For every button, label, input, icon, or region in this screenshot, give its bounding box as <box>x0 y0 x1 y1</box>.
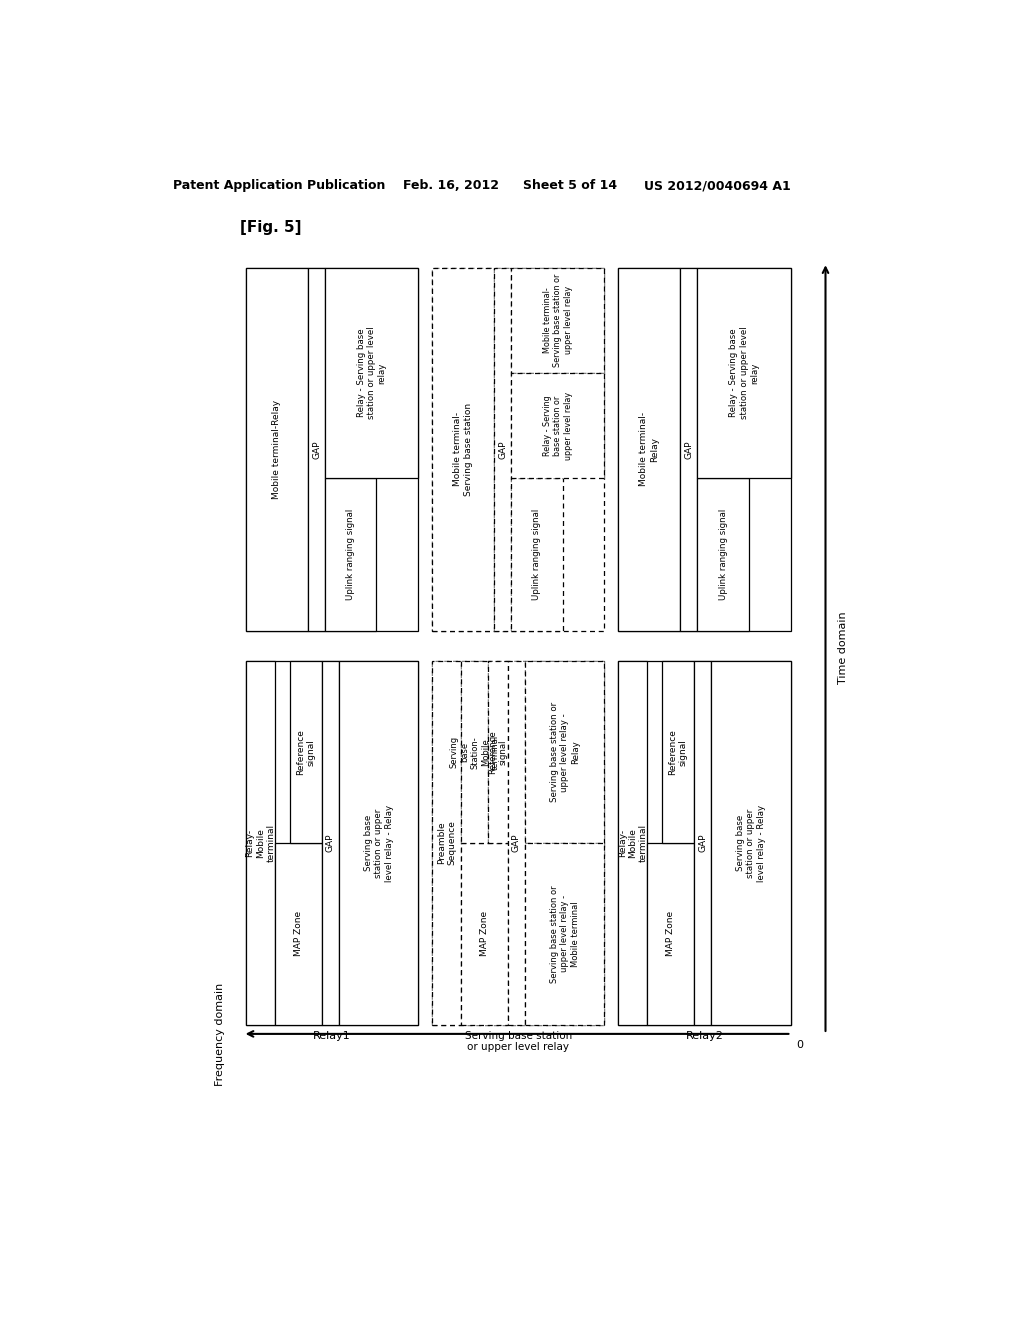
Text: Preamble
Sequence: Preamble Sequence <box>437 821 457 866</box>
Text: Uplink ranging signal: Uplink ranging signal <box>719 510 728 601</box>
Text: Uplink ranging signal: Uplink ranging signal <box>532 510 542 601</box>
Text: Reference
signal: Reference signal <box>296 729 315 775</box>
Bar <box>647 843 694 1024</box>
Text: GAP: GAP <box>512 834 521 853</box>
Text: Mobile terminal-
Serving base station or
upper level relay: Mobile terminal- Serving base station or… <box>543 273 572 367</box>
Text: Serving base
station or upper
level relay - Relay: Serving base station or upper level rela… <box>364 804 393 882</box>
Text: MAP Zone: MAP Zone <box>480 911 489 957</box>
Text: Relay-
Mobile
terminal: Relay- Mobile terminal <box>617 824 647 862</box>
Text: Serving base station or
upper level relay -
Relay: Serving base station or upper level rela… <box>550 702 580 803</box>
Text: MAP Zone: MAP Zone <box>667 911 675 957</box>
Bar <box>694 661 712 1024</box>
Text: Reference
signal: Reference signal <box>669 729 688 775</box>
Text: Sheet 5 of 14: Sheet 5 of 14 <box>523 180 617 193</box>
Text: Reference
signal: Reference signal <box>488 730 508 774</box>
Bar <box>326 268 419 478</box>
Text: Relay1: Relay1 <box>313 1031 351 1040</box>
Bar <box>461 843 508 1024</box>
Bar <box>508 661 525 1024</box>
Text: Frequency domain: Frequency domain <box>215 982 225 1085</box>
Text: Mobile terminal-Relay: Mobile terminal-Relay <box>272 400 282 499</box>
Bar <box>697 478 749 631</box>
Text: Relay-
Mobile
terminal: Relay- Mobile terminal <box>246 824 275 862</box>
Text: Uplink ranging signal: Uplink ranging signal <box>346 510 355 601</box>
Bar <box>432 268 604 631</box>
Bar <box>246 268 308 631</box>
Text: Mobile terminal-
Serving base station: Mobile terminal- Serving base station <box>454 403 473 496</box>
Bar <box>697 268 791 478</box>
Bar <box>618 268 791 631</box>
Bar <box>511 268 604 374</box>
Bar <box>246 268 419 631</box>
Text: GAP: GAP <box>326 834 335 853</box>
Bar <box>432 268 494 631</box>
Bar <box>511 478 562 631</box>
Text: Patent Application Publication: Patent Application Publication <box>173 180 385 193</box>
Bar <box>275 843 322 1024</box>
Text: Relay2: Relay2 <box>685 1031 723 1040</box>
Bar <box>308 268 326 631</box>
Bar <box>618 268 680 631</box>
Text: GAP: GAP <box>698 834 708 853</box>
Text: Relay - Serving base
station or upper level
relay: Relay - Serving base station or upper le… <box>729 327 759 420</box>
Bar <box>494 268 511 631</box>
Text: Relay - Serving
base station or
upper level relay: Relay - Serving base station or upper le… <box>543 392 572 459</box>
Text: Serving base
station or upper
level relay - Relay: Serving base station or upper level rela… <box>736 804 766 882</box>
Text: Time domain: Time domain <box>838 611 848 685</box>
Bar <box>290 661 322 843</box>
Text: GAP: GAP <box>499 440 507 458</box>
Text: [Fig. 5]: [Fig. 5] <box>241 220 302 235</box>
Text: 0: 0 <box>796 1040 803 1049</box>
Bar <box>326 478 377 631</box>
Bar <box>525 661 604 843</box>
Text: Mobile terminal-
Relay: Mobile terminal- Relay <box>639 412 658 487</box>
Text: US 2012/0040694 A1: US 2012/0040694 A1 <box>644 180 791 193</box>
Bar <box>525 843 604 1024</box>
Text: GAP: GAP <box>312 440 322 458</box>
Text: Serving
base
Station-
Mobile
terminal: Serving base Station- Mobile terminal <box>450 734 500 770</box>
Bar <box>680 268 697 631</box>
Bar <box>432 661 604 1024</box>
Bar <box>663 661 694 843</box>
Text: Relay - Serving base
station or upper level
relay: Relay - Serving base station or upper le… <box>356 327 387 420</box>
Text: GAP: GAP <box>684 440 693 458</box>
Bar <box>618 661 647 1024</box>
Bar <box>488 661 508 843</box>
Bar <box>618 661 791 1024</box>
Text: Serving base station
or upper level relay: Serving base station or upper level rela… <box>465 1031 571 1052</box>
Bar <box>246 661 275 1024</box>
Text: Serving base station or
upper level relay -
Mobile terminal: Serving base station or upper level rela… <box>550 884 580 982</box>
Bar <box>511 374 604 478</box>
Bar <box>322 661 339 1024</box>
Bar <box>339 661 419 1024</box>
Text: MAP Zone: MAP Zone <box>294 911 303 957</box>
Text: Feb. 16, 2012: Feb. 16, 2012 <box>403 180 499 193</box>
Bar <box>432 661 461 1024</box>
Bar <box>246 661 419 1024</box>
Bar <box>461 661 488 843</box>
Bar <box>712 661 791 1024</box>
